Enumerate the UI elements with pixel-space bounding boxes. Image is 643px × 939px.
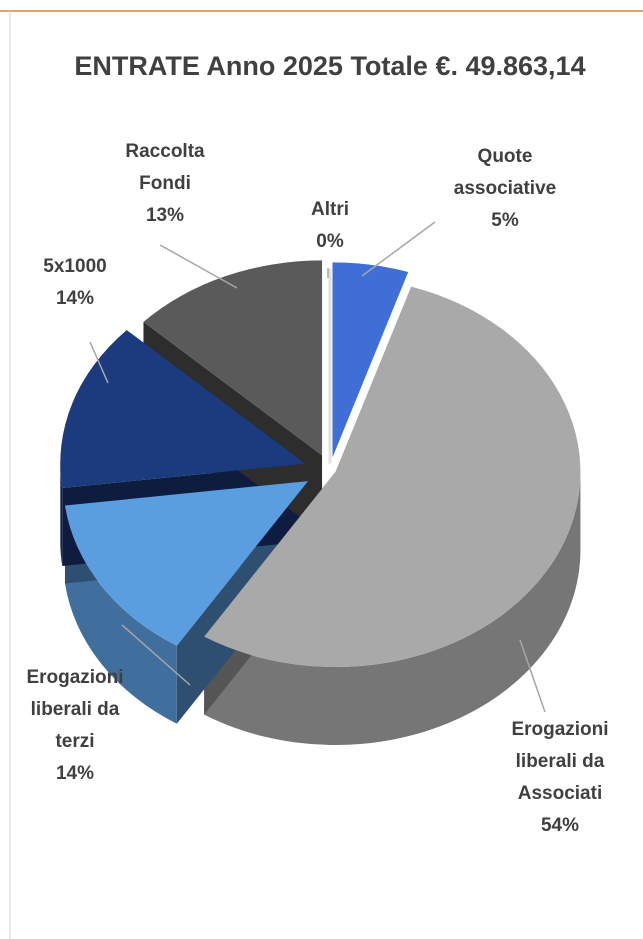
slice [143,260,323,456]
category-label: Raccolta Fondi [125,141,205,194]
chart-title: ENTRATE Anno 2025 Totale €. 49.863,14 [74,51,585,81]
leader-line [519,639,546,713]
value-label: 5% [491,210,519,231]
value-label: 14% [56,763,94,784]
slice [332,262,409,458]
value-label: 13% [146,205,184,226]
slice [204,286,581,668]
leader-line [159,244,238,289]
category-label: Quote associative [454,146,556,199]
leader-line [361,221,436,277]
category-label: Erogazioni liberali da terzi [26,667,123,752]
category-label: Altri [311,199,349,220]
slice-side [64,505,177,724]
pie [60,260,581,746]
category-label: 5x1000 [43,256,106,277]
labels: Quote associative 5% Erogazioni liberali da A… [26,141,608,836]
value-label: 0% [316,231,344,252]
slice-side [60,463,63,567]
leader-line [121,624,191,686]
leader-line [89,341,109,384]
category-label: Erogazioni liberali da Associati [511,719,608,804]
slice [64,481,309,646]
value-label: 14% [56,288,94,309]
slice [60,330,306,489]
slice-side [204,472,581,746]
value-label: 54% [541,815,579,836]
